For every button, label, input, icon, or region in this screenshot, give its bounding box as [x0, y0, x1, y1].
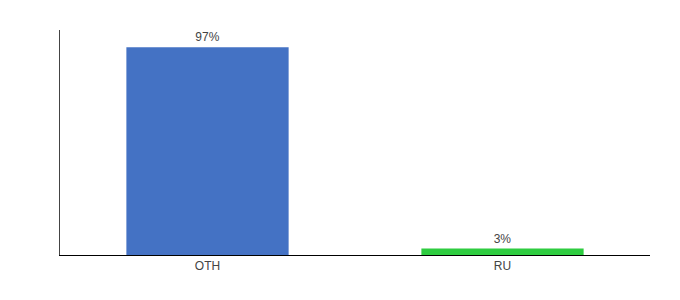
- svg-text:RU: RU: [494, 259, 511, 273]
- svg-text:OTH: OTH: [195, 259, 220, 273]
- svg-text:3%: 3%: [494, 232, 512, 246]
- svg-text:97%: 97%: [195, 30, 219, 44]
